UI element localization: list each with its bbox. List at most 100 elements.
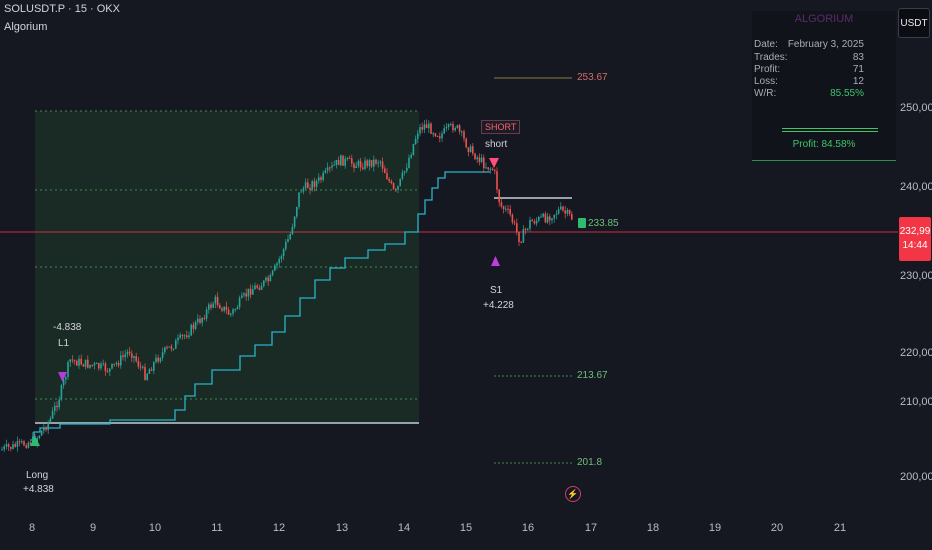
trail-line [30,171,490,441]
candle-body [443,128,445,134]
candle-body [245,293,247,297]
candle-body [373,159,375,167]
candle-body [329,167,331,169]
candle-body [384,168,386,174]
candle-body [238,298,241,308]
short-entry-arrow [489,158,499,168]
candle-body [111,363,113,369]
candle-body [67,362,69,378]
candle-body [199,318,201,323]
candle-body [21,441,23,443]
bar-countdown: 14:44 [902,240,928,251]
short-exit-value: +4.228 [483,300,514,311]
candle-body [469,146,472,153]
candle-body [531,219,533,222]
candle-body [533,221,536,224]
short-exit-label: S1 [490,285,503,296]
time-axis-label: 17 [584,522,598,534]
candle-body [379,161,382,163]
candle-body [115,362,118,364]
candle-body [313,181,316,187]
candle-body [318,177,320,181]
stats-table: ALGORIUM Date: February 3, 2025 Trades: 83… [752,11,896,161]
candle-body [564,210,566,214]
time-axis-label: 10 [148,522,162,534]
candle-body [335,159,338,165]
candle-body [450,123,452,125]
indicator-label[interactable]: Algorium [4,21,48,33]
time-axis-label: 19 [708,522,722,534]
stat-value: 71 [852,64,864,75]
candle-body [58,399,60,408]
candle-body [93,363,96,366]
candle-body [476,157,478,160]
time-axis-label: 12 [272,522,286,534]
candle-body [168,346,170,348]
clock-bolt-icon[interactable]: ⚡ [565,486,581,502]
take-profit-label: 233.85 [588,218,619,229]
candle-body [463,131,465,139]
time-axis-label: 9 [89,522,97,534]
candle-body [485,167,487,169]
candle-body [269,274,272,282]
candle-body [188,335,190,338]
candle-body [375,159,377,164]
candle-body [161,352,164,359]
candle-body [98,363,100,369]
candle-body [502,206,505,210]
candle-body [403,171,406,173]
candle-body [456,125,459,128]
candle-body [197,318,199,323]
price-axis-label: 220,00 [900,347,932,359]
candle-body [357,160,360,166]
candle-body [164,347,166,353]
candle-body [18,441,21,443]
candle-body [527,228,529,230]
candle-body [368,160,371,167]
candle-body [509,208,511,215]
candle-body [395,189,397,191]
candle-body [423,124,426,130]
price-axis-label: 210,00 [900,396,932,408]
candle-body [551,218,553,221]
currency-button[interactable]: USDT [898,8,930,38]
candle-body [271,270,274,275]
candle-body [131,353,133,358]
candle-body [51,410,54,419]
candle-body [337,159,340,166]
profit-bar [782,128,878,129]
candle-body [265,277,267,281]
candle-body [472,146,474,154]
profit-summary: Profit: 84.58% [792,139,856,150]
candle-body [362,167,364,169]
symbol-title[interactable]: SOLUSDT.P · 15 · OKX [4,3,120,15]
candle-body [491,168,494,170]
candle-body [91,364,93,366]
candle-body [511,214,514,223]
candle-body [529,219,531,229]
stat-value: 12 [852,76,864,87]
candle-body [392,183,395,190]
candle-body [27,442,30,448]
candle-body [434,133,437,137]
candle-body [89,364,91,368]
candle-body [25,445,27,448]
candle-body [133,356,135,358]
candle-body [82,364,85,367]
candle-body [333,164,335,166]
long-exit-arrow [58,372,67,382]
stat-value: 85.55% [830,88,864,99]
candle-body [568,210,571,214]
candle-body [260,286,263,290]
candle-body [447,124,450,128]
candle-body [210,304,212,308]
candle-body [355,165,357,168]
time-axis-label: 8 [28,522,36,534]
candle-body [80,358,82,365]
candle-body [311,181,313,190]
candle-body [461,131,463,133]
candle-body [102,363,104,365]
candle-body [289,234,291,240]
candle-body [458,125,461,132]
